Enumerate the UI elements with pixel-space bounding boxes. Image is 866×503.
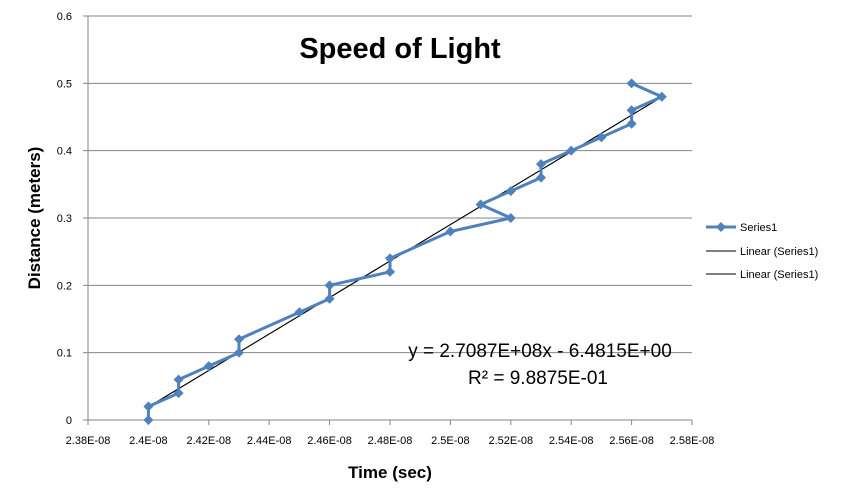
x-tick-label-7: 2.52E-08	[488, 435, 533, 447]
data-point-16	[536, 172, 546, 183]
axes	[83, 15, 693, 425]
data-point-23	[626, 78, 637, 89]
data-point-10	[385, 266, 395, 277]
x-tick-label-3: 2.44E-08	[247, 435, 292, 447]
chart-title: Speed of Light	[299, 33, 501, 65]
data-point-9	[324, 280, 335, 291]
legend-trend2-label: Linear (Series1)	[740, 269, 818, 281]
x-tick-label-4: 2.46E-08	[307, 435, 352, 447]
y-tick-label-2: 0.2	[57, 280, 72, 292]
data-point-8	[324, 293, 335, 304]
y-tick-label-5: 0.5	[57, 78, 72, 90]
legend-series1-marker	[716, 222, 726, 232]
data-point-20	[626, 118, 637, 129]
gridlines	[88, 15, 692, 354]
tick-labels: 0 0.1 0.2 0.3 0.4 0.5 0.6 2.38E-08 2.4E-08 2.42E-…	[57, 11, 715, 447]
series-line-0	[146, 81, 664, 420]
x-axis-title: Time (sec)	[348, 463, 432, 482]
data-point-15	[505, 186, 516, 197]
data-point-7	[294, 307, 305, 318]
data-point-1	[143, 401, 154, 412]
x-tick-label-1: 2.4E-08	[129, 435, 168, 447]
x-tick-label-9: 2.56E-08	[609, 435, 654, 447]
data-point-12	[445, 226, 456, 237]
y-axis-title: Distance (meters)	[25, 147, 44, 290]
data-point-6	[234, 334, 244, 345]
r-squared-label: R² = 9.8875E-01	[468, 368, 608, 389]
y-tick-label-6: 0.6	[57, 11, 72, 23]
data-point-13	[505, 213, 516, 223]
legend-entry-series1: Series1	[706, 222, 777, 234]
data-point-3	[173, 374, 184, 385]
data-point-21	[626, 105, 637, 116]
legend-entry-trend2: Linear (Series1)	[706, 269, 818, 281]
x-tick-label-5: 2.48E-08	[368, 435, 413, 447]
y-tick-label-0: 0	[66, 415, 72, 427]
data-point-4	[203, 361, 214, 372]
data-point-18	[566, 145, 577, 156]
data-point-11	[385, 253, 395, 264]
legend-entry-trend1: Linear (Series1)	[706, 246, 818, 258]
data-point-19	[596, 132, 607, 143]
data-point-22	[656, 91, 667, 102]
x-tick-label-0: 2.38E-08	[66, 435, 111, 447]
legend: Series1 Linear (Series1) Linear (Series1…	[706, 222, 818, 281]
data-point-17	[536, 159, 546, 170]
y-tick-label-4: 0.4	[57, 146, 72, 158]
x-tick-label-8: 2.54E-08	[549, 435, 594, 447]
data-point-0	[143, 415, 154, 425]
x-tick-label-10: 2.58E-08	[670, 435, 715, 447]
x-tick-label-2: 2.42E-08	[186, 435, 231, 447]
data-point-14	[475, 199, 486, 210]
legend-trend1-label: Linear (Series1)	[740, 246, 818, 258]
y-tick-label-3: 0.3	[57, 213, 72, 225]
data-series	[143, 78, 667, 425]
data-point-2	[173, 388, 184, 399]
y-tick-label-1: 0.1	[57, 348, 72, 360]
x-tick-label-6: 2.5E-08	[431, 435, 470, 447]
legend-series1-label: Series1	[740, 222, 777, 234]
data-point-5	[234, 347, 244, 358]
trendline-equation: y = 2.7087E+08x - 6.4815E+00	[408, 341, 672, 362]
